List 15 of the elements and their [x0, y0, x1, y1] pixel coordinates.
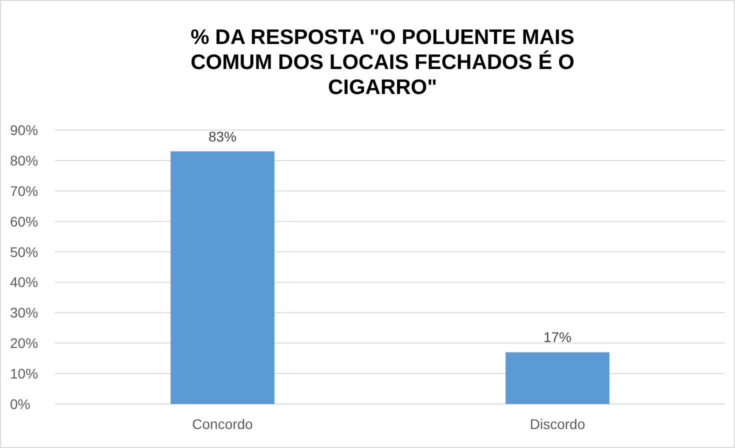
data-label: 17%	[543, 329, 572, 346]
y-tick-label: 60%	[10, 213, 38, 230]
y-tick-label: 90%	[10, 122, 38, 138]
data-label: 83%	[208, 128, 237, 144]
x-tick-label: Discordo	[530, 416, 586, 432]
y-tick-label: 40%	[10, 274, 38, 290]
y-tick-label: 50%	[10, 244, 38, 260]
y-tick-label: 10%	[10, 366, 38, 382]
y-tick-label: 30%	[10, 304, 38, 321]
y-tick-label: 20%	[10, 335, 38, 352]
chart-title: % DA RESPOSTA "O POLUENTE MAIS COMUM DOS LOCAIS FECHADOS É O CIGARRO"	[190, 26, 574, 99]
x-tick-label: Concordo	[192, 416, 254, 432]
y-tick-label: 80%	[10, 152, 38, 168]
y-tick-label: 0%	[10, 396, 30, 412]
y-tick-label: 70%	[10, 182, 38, 199]
